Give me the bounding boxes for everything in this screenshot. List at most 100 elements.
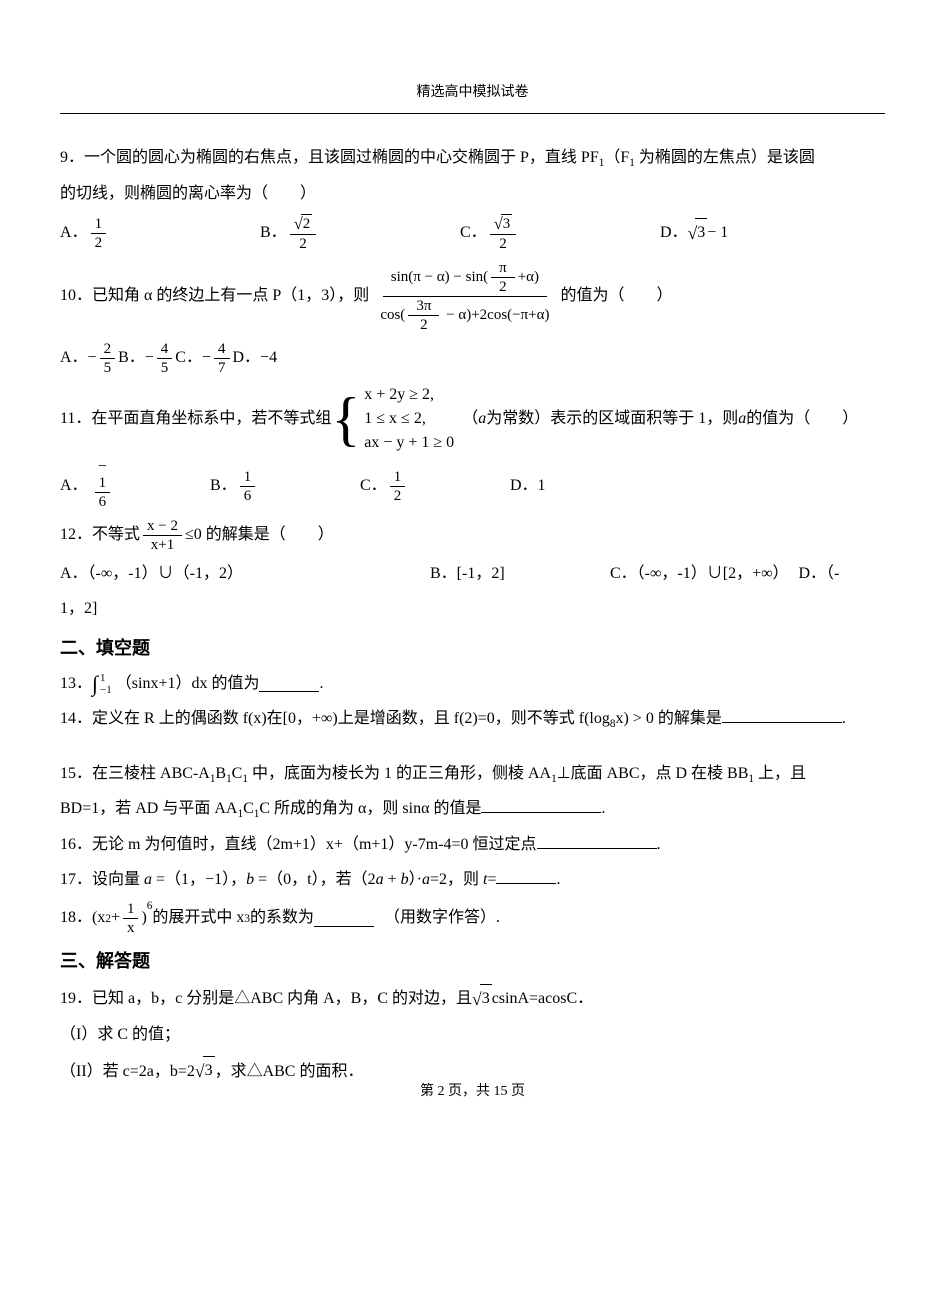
- q12-optB: B．[-1，2]: [430, 560, 610, 589]
- q18-expr: (x2 + 1x) 6: [92, 900, 152, 937]
- q11-pre: 在平面直角坐标系中，若不等式组: [91, 405, 331, 434]
- q10-optB: B．−45: [118, 340, 175, 377]
- q18fd: x: [123, 919, 139, 937]
- q19-sqrt: 3: [472, 984, 492, 1016]
- q9-optC-num: 3: [490, 214, 517, 235]
- q15t3: C: [232, 765, 243, 782]
- q11-a2: a: [738, 405, 746, 434]
- q10optBn: 4: [157, 340, 173, 359]
- q10-frac-num: sin(π − α) − sin(π2+α): [383, 259, 547, 297]
- q9-optB-frac: 22: [290, 214, 317, 253]
- q15l2pre: BD=1，若 AD 与平面 AA: [60, 800, 237, 817]
- q14-t1: 定义在 R 上的偶函数 f(x)在[0，+∞)上是增函数，且 f(2)=0，则不…: [92, 710, 610, 727]
- q12-optD-cont: 1，2]: [60, 595, 885, 624]
- q11-optA: A．−16: [60, 461, 210, 511]
- q13-blank[interactable]: [259, 676, 319, 692]
- q12: 12． 不等式 x − 2x+1 ≤0 的解集是（ ）: [60, 517, 885, 554]
- q9-t1: 一个圆的圆心为椭圆的右焦点，且该圆过椭圆的中心交椭圆于 P，直线 PF: [84, 149, 599, 166]
- q11-mid2: 为常数）表示的区域面积等于 1，则: [486, 405, 738, 434]
- q17-tail: .: [556, 871, 560, 888]
- q9-optB-rad: 2: [301, 214, 313, 234]
- q9-num: 9．: [60, 149, 84, 166]
- q11optAfracwrap: −16: [92, 461, 114, 511]
- q9-optA-label: A．: [60, 219, 88, 248]
- q11optCl: C．: [360, 472, 387, 501]
- q14-num: 14．: [60, 710, 92, 727]
- q19-text: 已知 a，b，c 分别是△ABC 内角 A，B，C 的对边，且: [92, 985, 472, 1014]
- q10-options: A．−25 B．−45 C．−47 D．−4: [60, 340, 885, 377]
- q19-part1: （I）求 C 的值；: [60, 1021, 885, 1050]
- q11optAd: 6: [95, 493, 111, 511]
- q15t5: ⊥底面 ABC，点 D 在棱 BB: [557, 765, 749, 782]
- q18plus: +: [111, 904, 120, 933]
- q10optCd: 7: [214, 359, 230, 377]
- q9-optA-frac: 12: [91, 215, 107, 252]
- q9-optB-num: 2: [290, 214, 317, 235]
- q17-eq5: =: [487, 871, 496, 888]
- q9-optC-label: C．: [460, 219, 487, 248]
- q10-optA-frac: 25: [100, 340, 116, 377]
- q10-if1d: 2: [491, 278, 515, 296]
- q15-l2: BD=1，若 AD 与平面 AA1C1C 所成的角为 α，则 sinα 的值是.: [60, 795, 885, 824]
- q10: 10． 已知角 α 的终边上有一点 P（1，3），则 sin(π − α) − …: [60, 259, 885, 334]
- q11-mid: （: [454, 405, 478, 434]
- q17-eq2: =（0，t），若（2: [254, 871, 375, 888]
- q18-note: （用数字作答）.: [384, 904, 500, 933]
- q11-optC: C．12: [360, 468, 510, 505]
- q15l2post: C 所成的角为 α，则 sinα 的值是: [259, 800, 481, 817]
- q15t6: 上，且: [754, 765, 806, 782]
- q14-blank[interactable]: [722, 707, 842, 723]
- q9-optB: B． 22: [260, 214, 460, 253]
- q18-frac: 1x: [123, 900, 139, 937]
- header-rule: [60, 113, 885, 114]
- q18-blank[interactable]: [314, 911, 374, 927]
- q11-post: 的值为（ ）: [746, 405, 858, 434]
- q16-blank[interactable]: [537, 833, 657, 849]
- q10-fd1: cos(: [380, 307, 405, 323]
- q9-optA-den: 2: [91, 234, 107, 252]
- q17-b2: b: [401, 871, 409, 888]
- q16-num: 16．: [60, 836, 92, 853]
- q11-c3: ax − y + 1 ≥ 0: [364, 431, 454, 455]
- q9-t2: （F: [604, 149, 629, 166]
- q19-l1: 19．已知 a，b，c 分别是△ABC 内角 A，B，C 的对边，且 3csin…: [60, 984, 885, 1016]
- q10-fd2: − α)+2cos(−π+α): [442, 307, 549, 323]
- q11optAl: A．: [60, 472, 88, 501]
- q11optAfrac: 16: [95, 474, 111, 511]
- q10-fn1: sin(π − α) − sin(: [391, 269, 488, 285]
- q9-options: A． 12 B． 22 C． 32 D． 3 − 1: [60, 214, 885, 253]
- q11-a1: a: [478, 405, 486, 434]
- q12-optC: C．（-∞，-1）∪[2，+∞）: [610, 560, 789, 589]
- page-footer: 第 2 页，共 15 页: [0, 1079, 945, 1104]
- q15t1: 在三棱柱 ABC‐A: [92, 765, 210, 782]
- q10-num: 10．: [60, 282, 92, 311]
- q10-fn2: +α): [518, 269, 539, 285]
- q18-base: (x2 + 1x): [92, 900, 147, 937]
- q15t4: 中，底面为棱长为 1 的正三角形，侧棱 AA: [248, 765, 551, 782]
- q13-tail: .: [319, 670, 323, 699]
- q11-cases-body: x + 2y ≥ 2, 1 ≤ x ≤ 2, ax − y + 1 ≥ 0: [364, 383, 454, 455]
- q9-optC: C． 32: [460, 214, 660, 253]
- q17-blank[interactable]: [496, 868, 556, 884]
- q19-rad: 3: [480, 984, 492, 1016]
- q18-post: 的系数为: [250, 904, 314, 933]
- q11optBn: 1: [240, 468, 256, 487]
- q9-optD-sqrt: 3: [688, 218, 708, 250]
- q11-options: A．−16 B．16 C．12 D．1: [60, 461, 885, 511]
- q10-if2d: 2: [412, 316, 436, 334]
- q12-options: A．（-∞，-1）∪（-1，2） B．[-1，2] C．（-∞，-1）∪[2，+…: [60, 560, 885, 589]
- q10-optB-frac: 45: [157, 340, 173, 377]
- q12-optA: A．（-∞，-1）∪（-1，2）: [60, 560, 430, 589]
- q18-num: 18．: [60, 904, 92, 933]
- brace-icon: {: [331, 389, 360, 449]
- q11-cases: { x + 2y ≥ 2, 1 ≤ x ≤ 2, ax − y + 1 ≥ 0: [331, 383, 454, 455]
- q9-optD-label: D．: [660, 219, 688, 248]
- q17-a: a: [144, 871, 152, 888]
- q12-frac: x − 2x+1: [143, 517, 182, 554]
- q11optBfrac: 16: [240, 468, 256, 505]
- q17-eq3: ）·: [409, 871, 422, 888]
- q9-t3: 为椭圆的左焦点）是该圆: [635, 149, 815, 166]
- q11-num: 11．: [60, 405, 91, 434]
- q11optCfrac: 12: [390, 468, 406, 505]
- q15-blank[interactable]: [481, 797, 601, 813]
